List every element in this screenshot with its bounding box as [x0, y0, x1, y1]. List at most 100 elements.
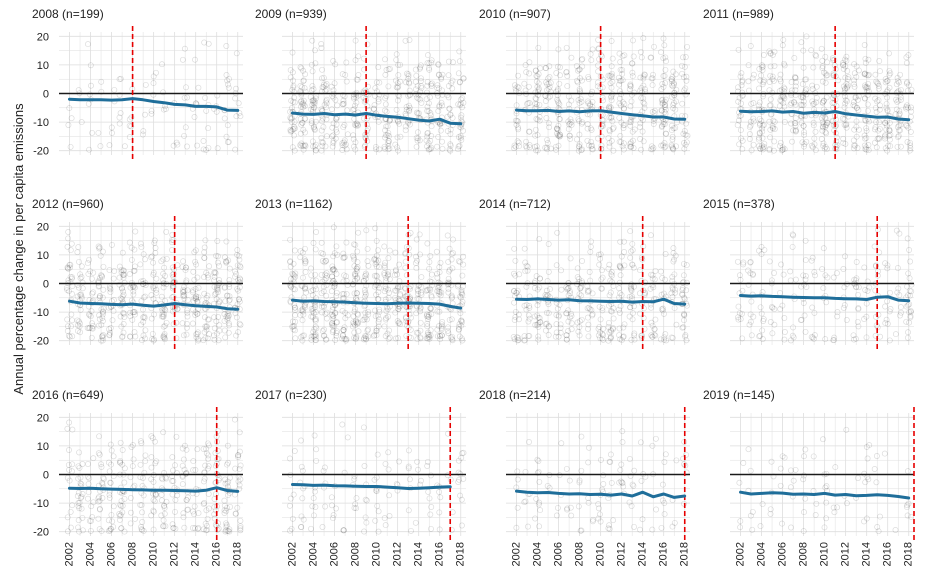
data-point [513, 102, 520, 109]
data-point [406, 91, 413, 98]
data-point [434, 143, 440, 150]
data-point [121, 465, 128, 472]
data-point [843, 81, 850, 87]
data-point [459, 298, 466, 305]
data-point [362, 332, 369, 339]
data-point [415, 95, 422, 102]
data-point [607, 104, 614, 111]
data-point [526, 315, 533, 322]
data-point [372, 307, 378, 314]
panel-2009: 2009 (n=939) [255, 7, 467, 161]
data-point [311, 432, 318, 439]
data-point [309, 68, 316, 75]
data-point [790, 477, 797, 484]
data-point [641, 72, 648, 78]
data-point [396, 458, 402, 465]
data-point [353, 290, 360, 297]
data-point [412, 519, 419, 526]
data-point [291, 448, 298, 454]
data-point [820, 285, 827, 292]
data-point [353, 318, 359, 325]
data-point [170, 236, 177, 243]
panel-title: 2019 (n=145) [703, 388, 775, 402]
data-point [132, 515, 138, 522]
data-point [211, 325, 218, 332]
data-point [64, 264, 71, 271]
data-point [381, 145, 388, 152]
data-point [334, 251, 341, 258]
data-point [543, 115, 550, 121]
data-point [621, 101, 628, 107]
data-point [334, 319, 340, 326]
data-point [75, 87, 82, 94]
data-point [313, 229, 320, 235]
data-point [331, 250, 338, 257]
data-point [842, 74, 849, 81]
data-point [873, 144, 880, 151]
data-point [683, 139, 690, 146]
data-point [640, 99, 647, 106]
data-point [616, 138, 623, 145]
data-point [578, 120, 585, 127]
data-point [778, 147, 785, 154]
data-point [310, 97, 317, 104]
data-point [779, 146, 786, 153]
data-point [237, 517, 244, 524]
data-point [760, 52, 767, 58]
data-point [354, 120, 360, 127]
data-point [682, 54, 689, 60]
data-point [235, 253, 242, 259]
data-point [75, 284, 82, 291]
data-point [137, 261, 144, 268]
data-point [414, 295, 421, 302]
data-point [351, 254, 358, 261]
data-point [323, 98, 330, 105]
data-point [681, 128, 688, 134]
data-point [424, 130, 431, 137]
data-point [405, 73, 412, 80]
data-point [211, 314, 218, 321]
data-point [734, 258, 741, 265]
data-point [140, 294, 147, 301]
data-point [579, 119, 586, 126]
data-point [788, 120, 794, 127]
data-point [449, 336, 456, 343]
data-point [237, 279, 244, 286]
data-point [616, 77, 623, 84]
data-point [649, 146, 656, 153]
data-point [457, 134, 464, 141]
data-point [427, 110, 434, 117]
data-point [739, 92, 746, 99]
data-point [214, 253, 221, 260]
data-point [629, 247, 636, 254]
data-point [69, 291, 75, 297]
data-point [809, 82, 816, 89]
data-point [385, 140, 392, 146]
data-point [575, 328, 582, 335]
data-point [322, 271, 329, 278]
data-point [414, 110, 421, 117]
data-point [205, 274, 211, 281]
data-point [413, 329, 420, 336]
data-point [756, 115, 763, 122]
data-point [444, 92, 451, 99]
data-point [89, 320, 95, 327]
data-point [851, 145, 857, 152]
data-point [116, 281, 123, 288]
data-point [736, 479, 743, 486]
data-point [629, 128, 636, 135]
data-point [119, 293, 126, 300]
data-point [863, 85, 870, 92]
data-point [385, 294, 392, 301]
data-point [406, 37, 413, 43]
data-point [599, 94, 606, 101]
data-point [788, 100, 795, 107]
data-point [352, 139, 359, 146]
data-point [587, 51, 594, 58]
data-point [801, 129, 808, 136]
data-point [204, 316, 211, 323]
data-point [426, 265, 433, 272]
data-point [334, 328, 340, 335]
data-point [745, 62, 752, 69]
data-point [637, 267, 643, 274]
